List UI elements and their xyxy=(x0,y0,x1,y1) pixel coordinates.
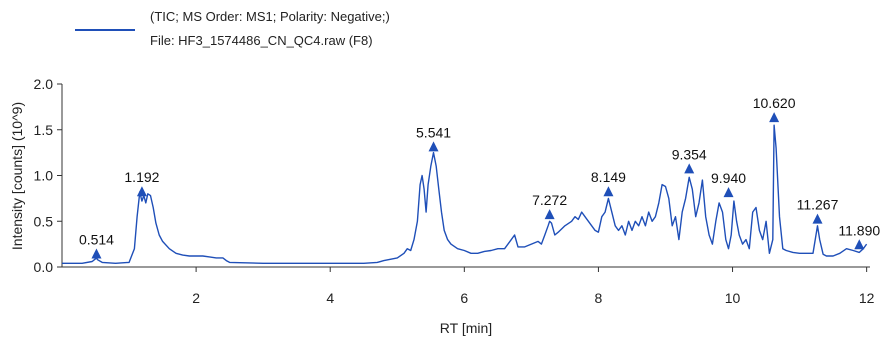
peak-marker xyxy=(136,186,147,197)
x-tick-label: 12 xyxy=(859,290,875,306)
x-tick-label: 8 xyxy=(595,290,603,306)
tic-series-line xyxy=(62,124,868,264)
peak-marker xyxy=(854,239,865,250)
peak-label: 1.192 xyxy=(124,169,159,185)
peak-marker xyxy=(603,186,614,197)
x-tick-label: 2 xyxy=(192,290,200,306)
y-axis-title: Intensity [counts] (10^9) xyxy=(9,102,25,250)
y-tick-label: 2.0 xyxy=(34,76,54,92)
peak-marker xyxy=(544,209,555,220)
peak-marker xyxy=(91,248,102,259)
peak-marker xyxy=(428,141,439,152)
legend: (TIC; MS Order: MS1; Polarity: Negative;… xyxy=(75,9,390,48)
x-tick-label: 6 xyxy=(460,290,468,306)
y-tick-label: 0.5 xyxy=(34,213,54,229)
x-tick-label: 10 xyxy=(725,290,741,306)
x-ticks: 2 4 6 8 10 12 xyxy=(192,267,875,306)
axes: 0.0 0.5 1.0 1.5 2.0 2 4 6 8 10 12 RT [min] Intens… xyxy=(9,76,875,336)
y-tick-label: 1.0 xyxy=(34,168,54,184)
y-ticks: 0.0 0.5 1.0 1.5 2.0 xyxy=(34,76,62,275)
peak-label: 7.272 xyxy=(532,192,567,208)
peak-label: 9.354 xyxy=(672,146,707,162)
peak-label: 8.149 xyxy=(591,169,626,185)
peak-marker xyxy=(723,187,734,198)
peak-marker xyxy=(812,213,823,224)
peak-label: 5.541 xyxy=(416,124,451,140)
peak-marker xyxy=(769,112,780,123)
legend-line-2: File: HF3_1574486_CN_QC4.raw (F8) xyxy=(150,33,373,48)
x-tick-label: 4 xyxy=(326,290,334,306)
y-tick-label: 0.0 xyxy=(34,259,54,275)
peak-label: 10.620 xyxy=(753,95,796,111)
peak-label: 9.940 xyxy=(711,170,746,186)
peak-label: 11.267 xyxy=(797,197,839,213)
y-tick-label: 1.5 xyxy=(34,122,54,138)
peak-label: 0.514 xyxy=(79,231,114,247)
legend-line-1: (TIC; MS Order: MS1; Polarity: Negative;… xyxy=(150,9,390,24)
x-axis-title: RT [min] xyxy=(440,320,492,336)
peak-label: 11.890 xyxy=(838,222,880,238)
peak-marker xyxy=(684,163,695,174)
